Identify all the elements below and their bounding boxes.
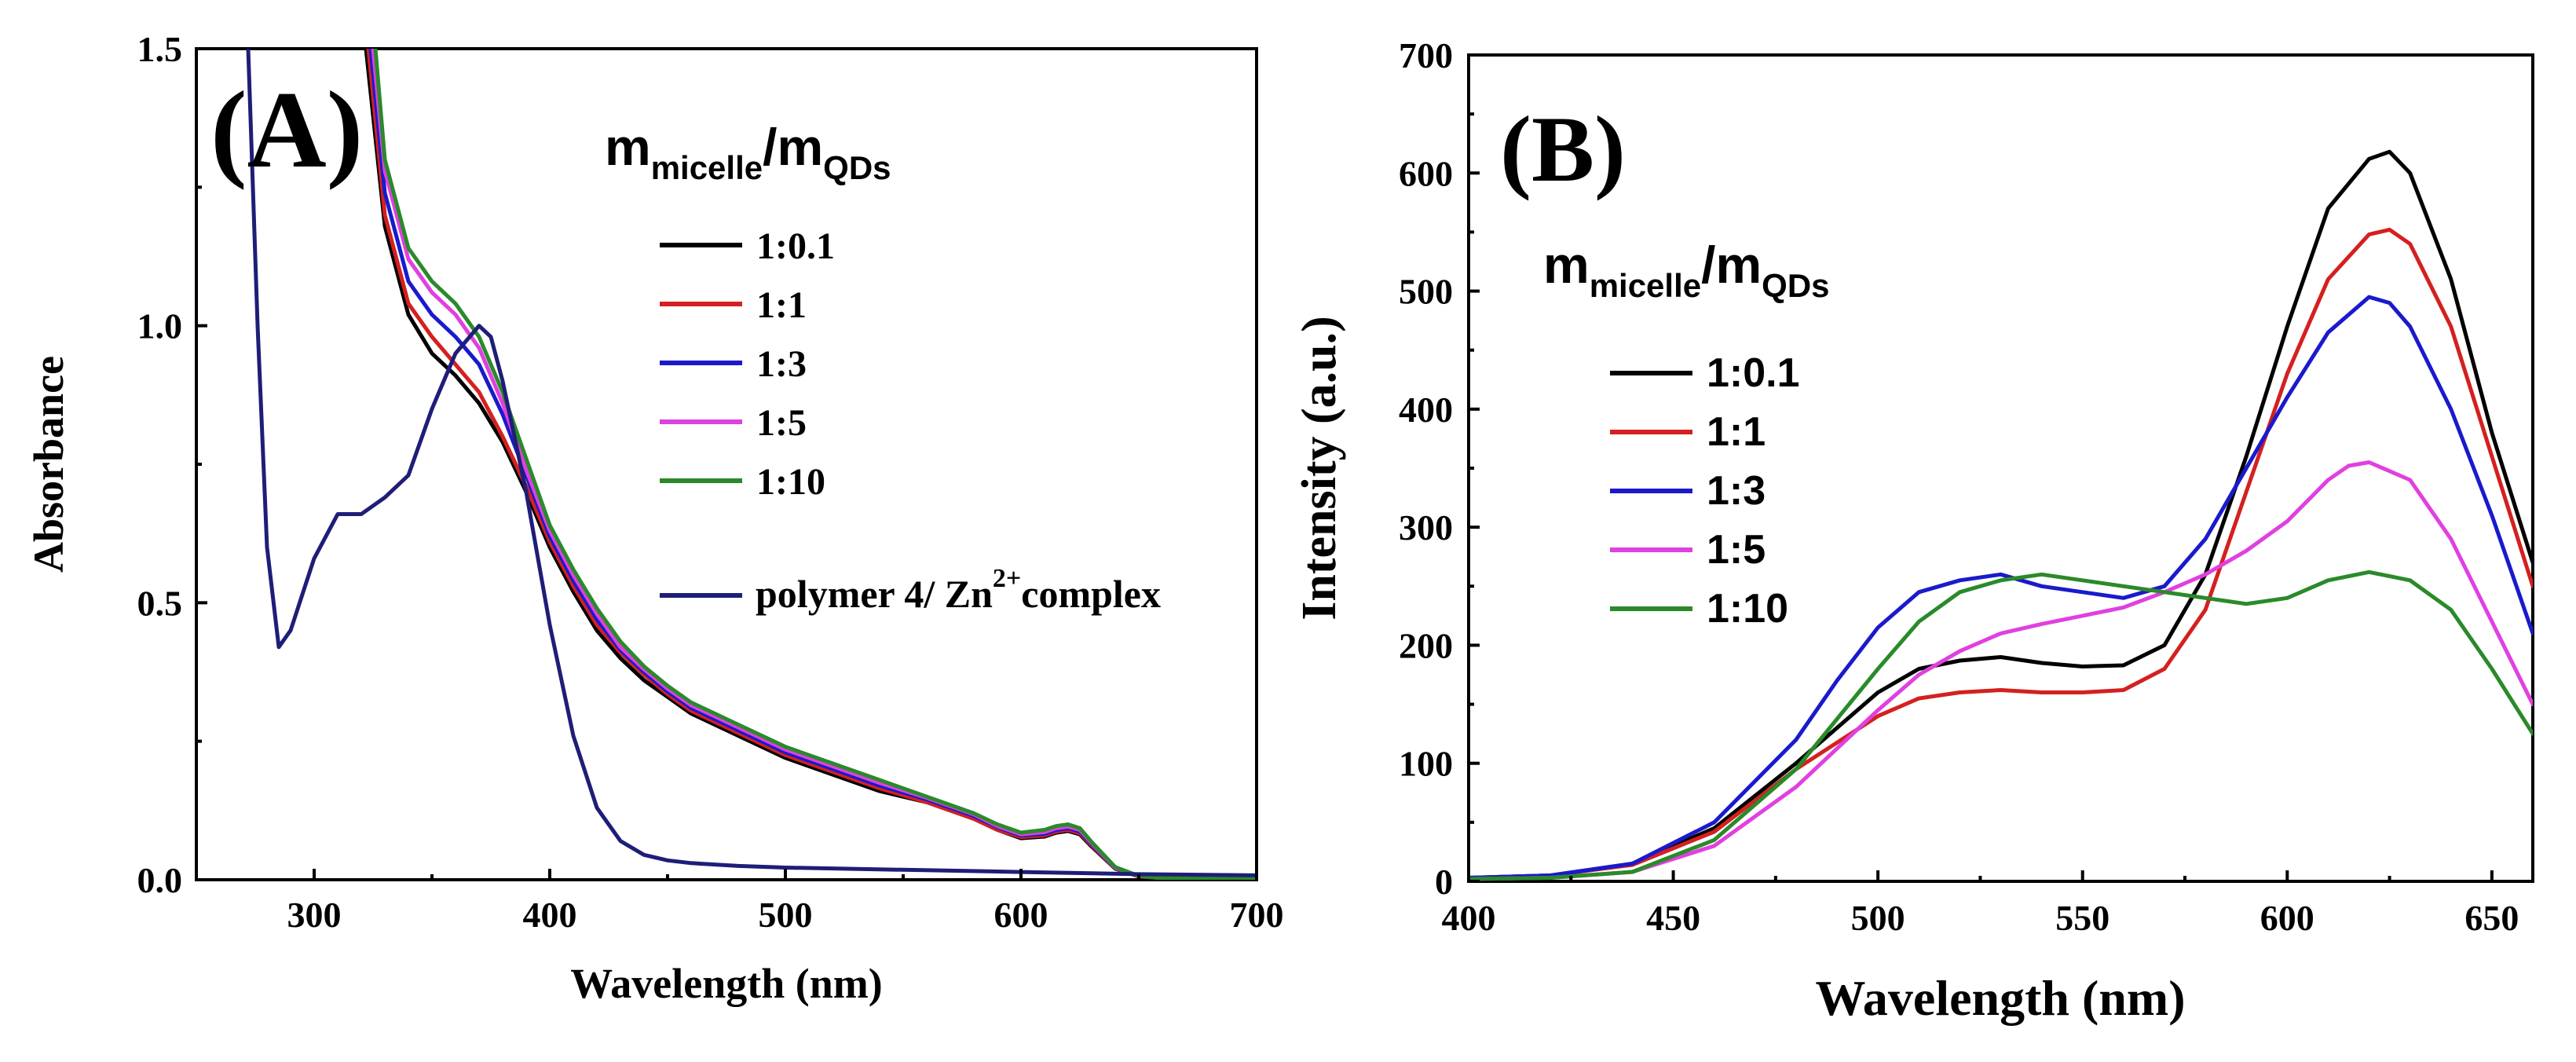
panel-b-y-tick-label: 100 — [1399, 744, 1453, 784]
panel-b-legend-label-4: 1:5 — [1707, 527, 1766, 573]
panel-a-absorbance-chart: 300 400 500 600 700 0.0 0.5 1.0 1.5 (A) Wavelen… — [25, 29, 1284, 1007]
panel-b-legend: mmicelle/mQDs 1:0.1 1:1 1:3 1:5 1:10 — [1543, 236, 1830, 632]
panel-a-series-polymer-4-zn2-complex — [246, 49, 1257, 877]
panel-b-x-tick-label: 550 — [2055, 898, 2109, 938]
panel-b-series-1-3 — [1469, 295, 2533, 880]
panel-a-legend-label-2: 1:1 — [756, 284, 807, 326]
panel-b-y-tick-label: 400 — [1399, 390, 1453, 430]
panel-b-x-axis-title: Wavelength (nm) — [1815, 970, 2185, 1026]
panel-b-y-tick-label: 700 — [1399, 35, 1453, 75]
panel-a-y-tick-label: 1.5 — [137, 29, 183, 69]
panel-a-legend-items: 1:0.1 1:1 1:3 1:5 1:10 — [660, 225, 835, 503]
panel-b-x-tick-label: 450 — [1646, 898, 1700, 938]
panel-b-y-tick-label: 0 — [1435, 862, 1453, 902]
panel-b-legend-label-1: 1:0.1 — [1707, 350, 1800, 396]
panel-b-y-tick-label: 200 — [1399, 625, 1453, 665]
panel-a-x-tick-label: 600 — [994, 895, 1048, 935]
panel-b-plot-frame — [1467, 53, 2534, 883]
panel-b-series-1-0-1 — [1469, 149, 2533, 880]
panel-a-legend: mmicelle/mQDs 1:0.1 1:1 1:3 1:5 1:10 polymer… — [605, 118, 1161, 616]
panel-b-legend-label-3: 1:3 — [1707, 468, 1766, 514]
panel-b-series-group — [1469, 149, 2533, 881]
panel-a-y-tick-label: 0.0 — [137, 860, 183, 900]
panel-a-legend-label-5: 1:10 — [756, 461, 825, 503]
panel-b-x-tick-label: 600 — [2260, 898, 2314, 938]
panel-b-y-tick-label: 600 — [1399, 153, 1453, 193]
panel-b-y-ticks: 0 100 200 300 400 500 600 700 — [1399, 35, 1480, 902]
panel-b-label: (B) — [1500, 97, 1626, 201]
panel-a-legend-label-1: 1:0.1 — [756, 225, 835, 267]
panel-a-y-tick-label: 1.0 — [137, 306, 183, 346]
panel-b-x-ticks: 400 450 500 550 600 650 — [1442, 870, 2519, 938]
panel-b-legend-items: 1:0.1 1:1 1:3 1:5 1:10 — [1610, 350, 1800, 632]
panel-a-legend-label-3: 1:3 — [756, 343, 807, 385]
panel-b-legend-label-5: 1:10 — [1707, 586, 1788, 632]
panel-b-series-1-1 — [1469, 227, 2533, 880]
panel-a-y-tick-label: 0.5 — [137, 583, 183, 623]
panel-b-x-tick-label: 650 — [2464, 898, 2519, 938]
panel-a-x-tick-label: 400 — [523, 895, 577, 935]
panel-b-x-tick-label: 500 — [1851, 898, 1905, 938]
panel-a-y-ticks: 0.0 0.5 1.0 1.5 — [137, 29, 207, 900]
panel-a-legend-label-4: 1:5 — [756, 402, 807, 444]
panel-a-x-tick-label: 500 — [759, 895, 813, 935]
panel-b-series-1-5 — [1469, 460, 2533, 881]
panel-b-legend-title: mmicelle/mQDs — [1543, 236, 1830, 304]
panel-a-label: (A) — [210, 69, 363, 191]
panel-b-y-tick-label: 500 — [1399, 272, 1453, 312]
panel-b-y-tick-label: 300 — [1399, 507, 1453, 547]
panel-b-x-tick-label: 400 — [1442, 898, 1496, 938]
panel-b-y-axis-title: Intensity (a.u.) — [1293, 316, 1346, 621]
panel-a-legend-label-polymer: polymer 4/ Zn2+complex — [756, 564, 1161, 616]
panel-a-y-axis-title: Absorbance — [25, 356, 72, 573]
panel-a-series-1-10 — [373, 49, 1257, 880]
panel-b-legend-label-2: 1:1 — [1707, 409, 1766, 455]
panel-a-legend-title: mmicelle/mQDs — [605, 118, 891, 186]
panel-a-x-axis-title: Wavelength (nm) — [570, 960, 883, 1007]
panel-a-x-tick-label: 700 — [1230, 895, 1284, 935]
panel-a-x-tick-label: 300 — [287, 895, 342, 935]
panel-b-series-1-10 — [1469, 569, 2533, 881]
panel-b-intensity-chart: 400 450 500 550 600 650 0 100 200 300 400 500 600 70… — [1293, 35, 2534, 1026]
panel-a-series-group — [246, 49, 1257, 880]
panel-a-x-ticks: 300 400 500 600 700 — [287, 869, 1284, 935]
